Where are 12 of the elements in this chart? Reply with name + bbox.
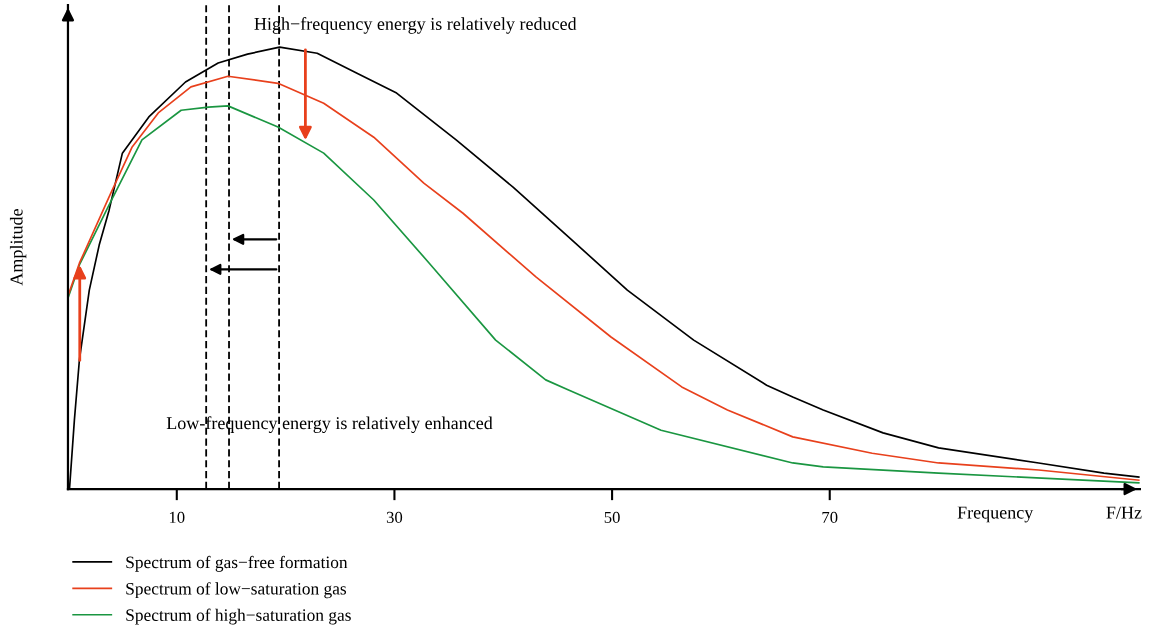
text: High−frequency energy is relatively reduced — [254, 17, 577, 34]
y-axis-title: Amplitude — [9, 209, 27, 286]
legend-label: Spectrum of low−saturation gas — [126, 582, 347, 599]
x-tick-label: 50 — [604, 511, 620, 523]
text: F/Hz — [1106, 506, 1142, 519]
annotation: Low-frequency energy is relatively enhanced — [166, 416, 493, 433]
x-tick-label: 10 — [169, 511, 185, 523]
legend-label: Spectrum of high−saturation gas — [126, 608, 351, 625]
x-tick-label: 70 — [822, 511, 838, 523]
x-tick-label: 30 — [386, 511, 403, 523]
legend-label: Spectrum of gas−free formation — [126, 555, 348, 572]
x-axis-title: Frequency — [957, 506, 1034, 523]
